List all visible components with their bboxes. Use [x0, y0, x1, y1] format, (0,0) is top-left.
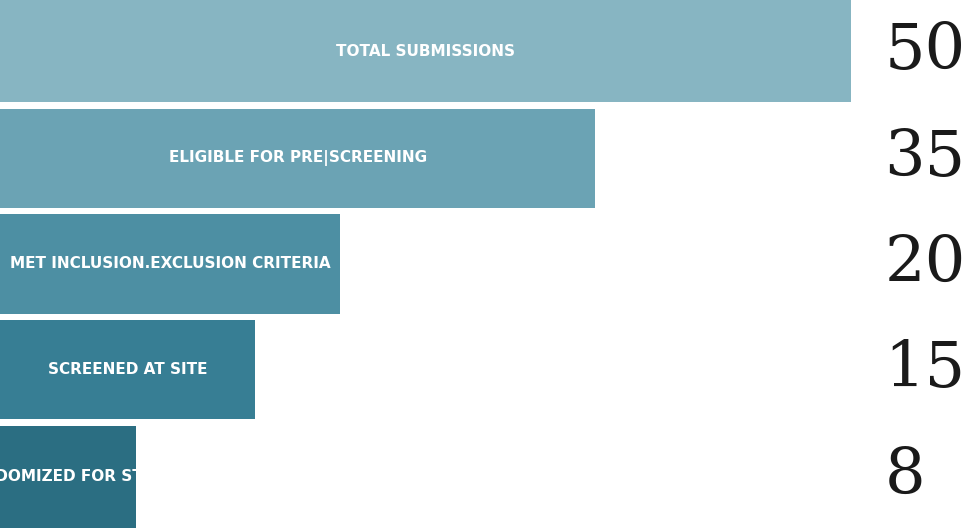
Text: 50: 50: [885, 21, 966, 82]
Text: 15: 15: [885, 339, 965, 400]
Text: TOTAL SUBMISSIONS: TOTAL SUBMISSIONS: [335, 44, 515, 59]
Text: RANDOMIZED FOR STUDY: RANDOMIZED FOR STUDY: [0, 469, 178, 484]
Text: SCREENED AT SITE: SCREENED AT SITE: [48, 362, 207, 377]
Text: ELIGIBLE FOR PRE|SCREENING: ELIGIBLE FOR PRE|SCREENING: [168, 150, 427, 166]
Text: 35: 35: [885, 128, 965, 189]
Text: 20: 20: [885, 233, 966, 295]
Text: MET INCLUSION.EXCLUSION CRITERIA: MET INCLUSION.EXCLUSION CRITERIA: [10, 257, 330, 271]
Text: 8: 8: [885, 446, 925, 507]
